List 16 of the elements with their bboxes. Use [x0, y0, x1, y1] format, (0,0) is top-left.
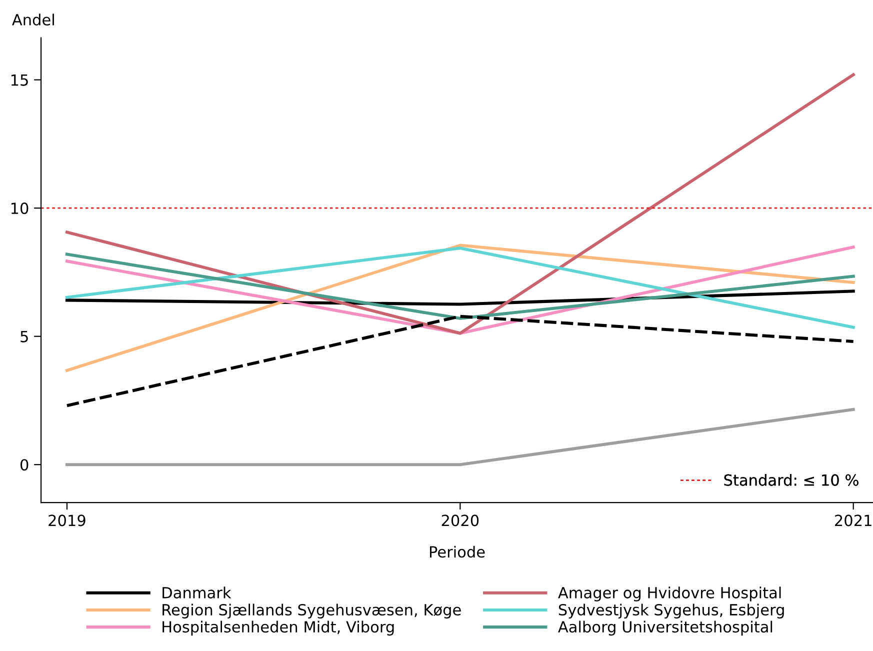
legend-label: Aalborg Universitetshospital	[558, 620, 772, 636]
x-axis-title: Periode	[430, 546, 485, 558]
legend-label: Danmark	[162, 586, 232, 598]
x-tick-label: 2020	[442, 514, 479, 526]
legend-label: Sydvestjysk Sygehus, Esbjerg	[558, 604, 784, 618]
y-tick-label: 10	[11, 202, 28, 214]
legend-label: Amager og Hvidovre Hospital	[558, 586, 781, 602]
x-tick-label: 2019	[48, 514, 86, 526]
y-tick-label: 5	[20, 331, 28, 342]
y-axis-title: Andel	[12, 14, 54, 26]
y-tick-label: 15	[11, 74, 28, 86]
legend-label: Standard: ≤ 10 %	[724, 474, 858, 486]
legend-label: Hospitalsenheden Midt, Viborg	[162, 620, 394, 636]
y-tick-label: 0	[20, 459, 28, 471]
legend-label: Region Sjællands Sygehusvæsen, Køge	[162, 604, 461, 618]
x-tick-label: 2021	[835, 514, 872, 526]
